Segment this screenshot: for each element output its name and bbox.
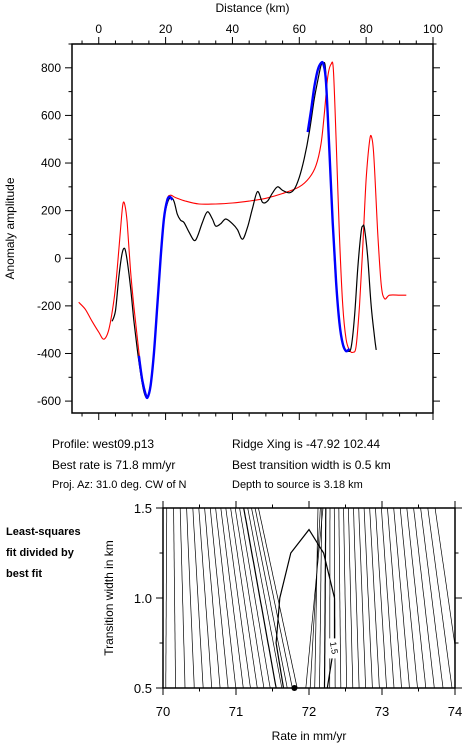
anomaly-profile-plot: 0 20 40 60 80 100 -600 -400 -200 0 200 400 600 800 Dis… [3,1,443,420]
x-tick-label: 60 [293,22,307,36]
contour-x-tick-label: 72 [302,704,316,719]
depth-to-source-label: Depth to source is 3.18 km [232,479,363,491]
ridge-crossing-label: Ridge Xing is -47.92 102.44 [232,437,381,451]
fit-anomaly-line [306,60,351,353]
contour-x-tick-label: 71 [229,704,243,719]
y-tick-label: 600 [41,108,61,122]
contour-note: Least-squares fit divided by best fit [6,522,106,585]
y-tick-label: 200 [41,204,61,218]
contour-line-left [198,508,213,688]
contour-line-right [375,508,387,688]
projection-azimuth-label: Proj. Az: 31.0 deg. CW of N [52,479,187,491]
contour-note-line-2: fit divided by [6,547,74,559]
y-tick-label: -400 [37,346,61,360]
contour-x-tick-label: 70 [156,704,170,719]
contour-line-right [314,508,319,688]
contour-y-tick-label: 1.5 [134,501,152,516]
contour-line-right [413,508,435,688]
contour-lines [165,508,455,688]
contour-line-left [254,508,293,688]
contour-line-left [225,508,251,688]
y-tick-label: 800 [41,61,61,75]
fit-anomaly-line [137,195,174,400]
contour-line-right [348,508,354,688]
contour-line-left [209,508,229,688]
contour-line-right [358,508,366,688]
contour-label-background [325,638,337,659]
y-tick-label: 0 [54,251,61,265]
contour-x-axis-title: Rate in mm/yr [272,729,347,743]
x-tick-label: 0 [95,22,102,36]
contour-note-line-3: best fit [6,568,43,580]
contour-line-right [420,508,444,688]
contour-line-inner [275,528,336,688]
y-tick-label: 400 [41,156,61,170]
contour-y-axis-title: Transition width in km [102,540,116,656]
contour-line-left [258,508,298,688]
misfit-contour-plot: 70 71 72 73 74 0.5 1.0 1.5 Rate in mm/yr Transiti… [102,501,462,743]
contour-x-tick-label: 73 [375,704,389,719]
best-rate-label: Best rate is 71.8 mm/yr [52,458,176,472]
contour-line-right [363,508,373,688]
plot-frame [71,43,434,414]
contour-line-right [393,508,410,688]
y-axis-title: Anomaly amplitude [3,177,17,279]
contour-line-right [434,508,455,648]
contour-line-right [381,508,395,688]
contour-line-right [343,508,348,688]
contour-line-left [192,508,204,688]
contour-line-left [215,508,237,688]
x-tick-label: 20 [159,22,173,36]
observed-anomaly-line [111,61,377,399]
contour-line-left [173,508,176,688]
contour-note-line-1: Least-squares [6,526,81,538]
best-transition-label: Best transition width is 0.5 km [232,458,391,472]
contour-line-left [230,508,258,688]
contour-line-left [243,508,277,688]
contour-line-right [309,508,321,688]
contour-line-right [305,508,324,688]
contour-value-label: 1.5 [328,641,340,655]
contour-line-left [251,508,288,688]
contour-line-right [323,508,327,688]
contour-line-right [406,508,427,688]
profile-label: Profile: west09.p13 [52,437,155,451]
contour-line-left [186,508,195,688]
best-fit-point [291,685,298,691]
contour-line-left [220,508,244,688]
x-tick-label: 100 [423,22,443,36]
contour-line-right [338,508,342,688]
contour-line-right [353,508,360,688]
y-tick-label: -200 [37,299,61,313]
x-tick-label: 40 [226,22,240,36]
contour-line-left [239,508,271,688]
contour-line-right [369,508,380,688]
x-axis-title: Distance (km) [215,1,289,15]
contour-line-right [399,508,418,688]
contour-line-right [387,508,402,688]
contour-line-right [427,508,453,688]
contour-line-left [234,508,265,688]
contour-line-left [204,508,221,688]
contour-line-right [319,508,323,688]
contour-line-left [179,508,186,688]
contour-y-tick-label: 0.5 [134,681,152,696]
contour-y-tick-label: 1.0 [134,591,152,606]
x-tick-label: 80 [359,22,373,36]
contour-line-left [165,508,168,688]
contour-x-tick-label: 74 [448,704,462,719]
y-tick-label: -600 [37,394,61,408]
model-anomaly-line [78,61,407,397]
contour-line-left [247,508,283,688]
